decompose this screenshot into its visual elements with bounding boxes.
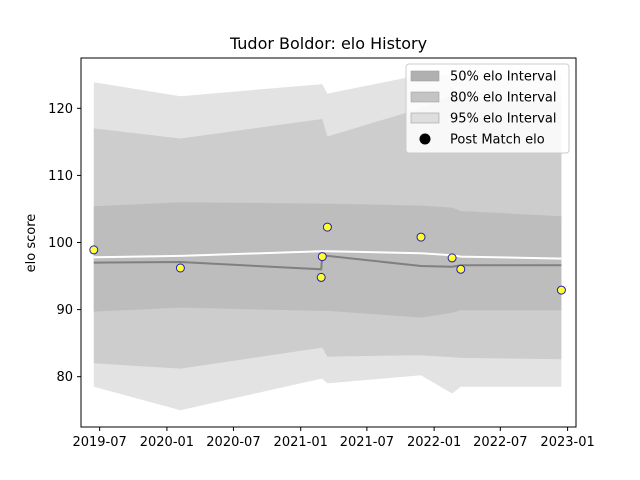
plot-area xyxy=(89,74,566,411)
data-point xyxy=(322,222,332,232)
data-point xyxy=(447,253,457,263)
data-point xyxy=(556,285,566,295)
y-tick-label: 80 xyxy=(56,370,73,385)
x-tick-label: 2019-07 xyxy=(72,435,126,450)
x-tick-label: 2022-01 xyxy=(407,435,461,450)
legend-label: 80% elo Interval xyxy=(450,91,557,106)
legend-box xyxy=(405,63,570,154)
axes: 2019-07 2020-01 2020-07 2021-01 2021-07 2022-… xyxy=(48,57,595,450)
legend-label: 50% elo Interval xyxy=(450,70,557,85)
legend-swatch xyxy=(410,70,440,82)
data-point xyxy=(316,272,326,282)
x-tick-label: 2020-07 xyxy=(206,435,260,450)
chart-title: Tudor Boldor: elo History xyxy=(229,34,427,53)
y-tick-label: 90 xyxy=(56,303,73,318)
legend: 50% elo Interval 80% elo Interval 95% elo … xyxy=(405,63,570,154)
x-tick-label: 2023-01 xyxy=(540,435,594,450)
x-tick-label: 2022-07 xyxy=(473,435,527,450)
x-tick-label: 2020-01 xyxy=(140,435,194,450)
legend-marker xyxy=(419,133,431,145)
mean-line xyxy=(93,250,562,260)
y-tick-label: 110 xyxy=(48,169,73,184)
band-50 xyxy=(93,202,562,318)
legend-label: Post Match elo xyxy=(450,133,545,148)
y-tick-label: 100 xyxy=(48,236,73,251)
y-axis-label: elo score xyxy=(24,214,39,273)
legend-swatch xyxy=(410,91,440,103)
x-tick-label: 2021-07 xyxy=(340,435,394,450)
median-line xyxy=(93,254,562,271)
data-point xyxy=(416,232,426,242)
x-tick-label: 2021-01 xyxy=(274,435,328,450)
data-point xyxy=(89,245,99,255)
legend-swatch xyxy=(410,112,440,124)
data-point xyxy=(456,264,466,274)
y-tick-label: 120 xyxy=(48,102,73,117)
data-point xyxy=(175,263,185,273)
legend-label: 95% elo Interval xyxy=(450,112,557,127)
plot-content xyxy=(89,74,566,411)
data-point xyxy=(317,252,327,262)
